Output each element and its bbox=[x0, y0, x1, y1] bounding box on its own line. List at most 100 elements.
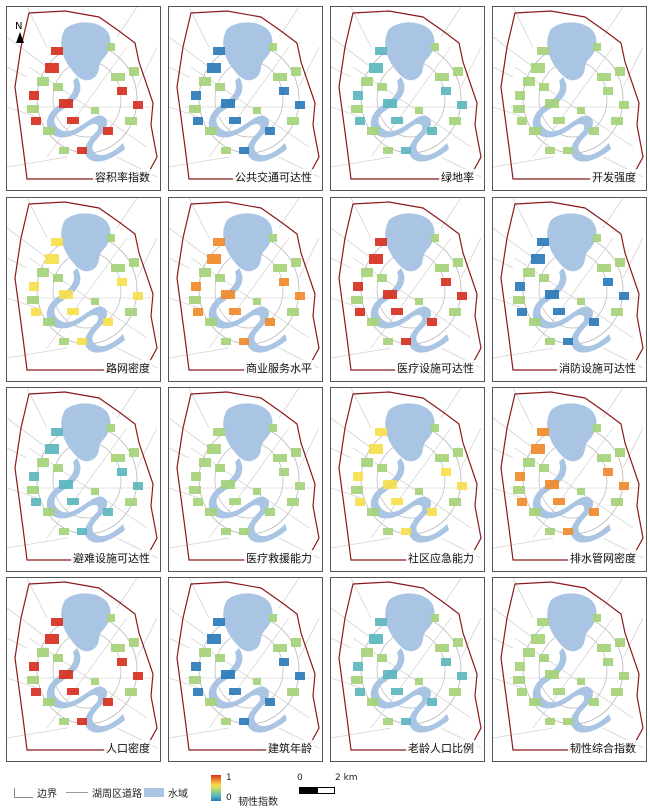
district-patch bbox=[279, 658, 289, 666]
district-patch bbox=[611, 308, 623, 316]
map-panel: 开发强度 bbox=[492, 6, 647, 191]
district-patch bbox=[189, 676, 201, 684]
district-patch bbox=[43, 127, 55, 135]
study-boundary bbox=[338, 10, 482, 180]
district-patch bbox=[221, 718, 231, 725]
district-patch bbox=[265, 508, 275, 516]
district-patch bbox=[351, 296, 363, 304]
lake bbox=[547, 403, 597, 462]
river bbox=[46, 458, 125, 543]
district-patch bbox=[441, 658, 451, 666]
district-patch bbox=[107, 614, 115, 622]
district-patch bbox=[401, 338, 411, 345]
district-patch bbox=[287, 498, 299, 506]
road-line bbox=[331, 227, 372, 259]
road-line bbox=[169, 106, 200, 118]
district-patch bbox=[265, 127, 275, 135]
lake bbox=[547, 22, 597, 81]
road-line bbox=[493, 36, 534, 68]
legend-boundary-label: 边界 bbox=[37, 789, 57, 800]
district-patch bbox=[603, 278, 613, 286]
district-patch bbox=[215, 464, 225, 472]
district-patch bbox=[361, 648, 373, 657]
map-panel: 韧性综合指数 bbox=[492, 577, 647, 762]
district-patch bbox=[53, 654, 63, 662]
district-patch bbox=[199, 648, 211, 657]
district-patch bbox=[129, 448, 139, 457]
district-patch bbox=[597, 644, 611, 652]
district-patch bbox=[531, 444, 545, 454]
district-patch bbox=[59, 290, 73, 299]
district-patch bbox=[59, 528, 69, 535]
district-patch bbox=[529, 318, 541, 326]
study-boundary bbox=[14, 581, 158, 751]
district-patch bbox=[377, 274, 387, 282]
district-patch bbox=[273, 73, 287, 81]
road-line bbox=[298, 46, 320, 88]
district-patch bbox=[31, 117, 41, 125]
district-patch bbox=[221, 99, 235, 108]
lake bbox=[61, 593, 111, 652]
district-patch bbox=[383, 99, 397, 108]
district-patch bbox=[207, 254, 221, 264]
district-patch bbox=[51, 618, 63, 626]
district-patch bbox=[537, 238, 549, 246]
road-line bbox=[169, 537, 230, 549]
study-boundary bbox=[338, 391, 482, 561]
district-patch bbox=[129, 258, 139, 267]
map-panel: 路网密度 bbox=[6, 197, 161, 382]
panel-label: 建筑年龄 bbox=[266, 740, 314, 756]
map-panel: 公共交通可达性 bbox=[168, 6, 323, 191]
district-patch bbox=[91, 298, 99, 305]
district-patch bbox=[453, 638, 463, 647]
road-line bbox=[350, 198, 372, 239]
district-patch bbox=[213, 238, 225, 246]
district-patch bbox=[545, 718, 555, 725]
district-patch bbox=[67, 308, 79, 315]
district-patch bbox=[45, 444, 59, 454]
district-patch bbox=[353, 662, 363, 671]
road-line bbox=[26, 198, 48, 239]
district-patch bbox=[125, 308, 137, 316]
lake bbox=[61, 403, 111, 462]
study-boundary bbox=[14, 391, 158, 561]
district-patch bbox=[239, 718, 249, 725]
district-patch bbox=[597, 73, 611, 81]
district-patch bbox=[367, 127, 379, 135]
panel-label: 绿地率 bbox=[439, 169, 476, 185]
road-line bbox=[493, 487, 524, 499]
map-svg bbox=[493, 388, 644, 561]
district-patch bbox=[615, 258, 625, 267]
district-patch bbox=[253, 298, 261, 305]
road-line bbox=[493, 607, 534, 639]
panel-label: 排水管网密度 bbox=[568, 550, 638, 566]
district-patch bbox=[43, 508, 55, 516]
district-patch bbox=[351, 105, 363, 113]
district-patch bbox=[221, 528, 231, 535]
river bbox=[532, 77, 611, 162]
district-patch bbox=[53, 83, 63, 91]
district-patch bbox=[351, 676, 363, 684]
district-patch bbox=[431, 614, 439, 622]
district-patch bbox=[375, 428, 387, 436]
road-line bbox=[7, 417, 48, 449]
district-patch bbox=[515, 91, 525, 100]
road-line bbox=[331, 156, 392, 168]
map-svg bbox=[493, 198, 644, 371]
district-patch bbox=[59, 670, 73, 679]
north-label: N bbox=[15, 21, 23, 32]
district-patch bbox=[279, 278, 289, 286]
district-patch bbox=[539, 464, 549, 472]
road-line bbox=[350, 388, 372, 429]
district-patch bbox=[355, 308, 365, 316]
district-patch bbox=[449, 688, 461, 696]
map-panel: 社区应急能力 bbox=[330, 387, 485, 572]
road-line bbox=[7, 227, 48, 259]
district-patch bbox=[229, 308, 241, 315]
lake bbox=[223, 403, 273, 462]
panel-label: 老龄人口比例 bbox=[406, 740, 476, 756]
district-patch bbox=[367, 508, 379, 516]
river bbox=[532, 458, 611, 543]
district-patch bbox=[577, 298, 585, 305]
district-patch bbox=[111, 454, 125, 462]
